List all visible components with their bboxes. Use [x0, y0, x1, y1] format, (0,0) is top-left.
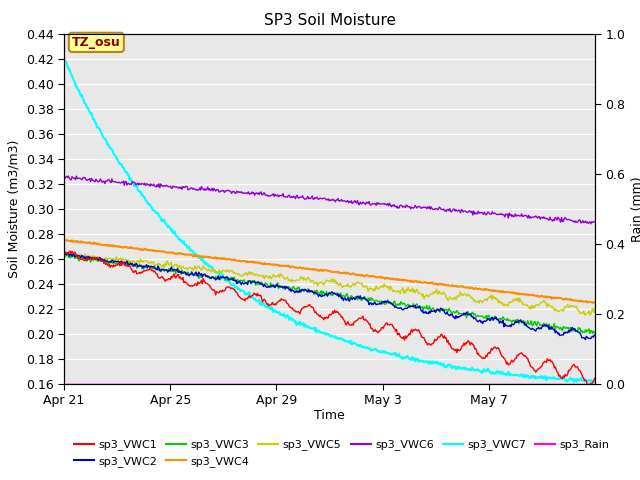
sp3_Rain [154, 381, 162, 387]
sp3_VWC4 [301, 266, 308, 272]
sp3_VWC2 [64, 250, 72, 255]
Legend: sp3_VWC1, sp3_VWC2, sp3_VWC3, sp3_VWC4, sp3_VWC5, sp3_VWC6, sp3_VWC7, sp3_Rain: sp3_VWC1, sp3_VWC2, sp3_VWC3, sp3_VWC4, … [70, 435, 614, 471]
sp3_VWC2 [198, 271, 205, 276]
sp3_VWC2 [374, 301, 382, 307]
sp3_VWC3 [416, 303, 424, 309]
sp3_VWC7 [154, 210, 162, 216]
Line: sp3_VWC7: sp3_VWC7 [64, 58, 595, 382]
Line: sp3_VWC3: sp3_VWC3 [64, 253, 595, 334]
sp3_VWC7 [460, 364, 468, 370]
sp3_VWC4 [154, 248, 162, 254]
sp3_VWC4 [373, 275, 381, 280]
sp3_VWC3 [60, 254, 68, 260]
sp3_VWC6 [416, 204, 424, 210]
sp3_VWC1 [585, 382, 593, 388]
sp3_VWC5 [416, 290, 424, 296]
sp3_Rain [301, 381, 308, 387]
sp3_VWC4 [591, 300, 599, 306]
Y-axis label: Rain (mm): Rain (mm) [631, 176, 640, 241]
sp3_VWC1 [60, 248, 68, 253]
sp3_VWC2 [591, 332, 599, 338]
sp3_VWC1 [415, 327, 422, 333]
sp3_VWC4 [196, 253, 204, 259]
sp3_VWC4 [415, 279, 422, 285]
sp3_VWC6 [591, 218, 599, 224]
sp3_VWC7 [589, 379, 597, 385]
sp3_VWC3 [63, 250, 70, 256]
Y-axis label: Soil Moisture (m3/m3): Soil Moisture (m3/m3) [7, 140, 20, 278]
sp3_VWC3 [461, 311, 468, 317]
sp3_Rain [591, 381, 599, 387]
sp3_VWC7 [373, 348, 381, 354]
sp3_VWC3 [586, 331, 594, 336]
Line: sp3_VWC1: sp3_VWC1 [64, 251, 595, 385]
sp3_VWC6 [374, 201, 382, 207]
sp3_VWC5 [62, 249, 70, 254]
sp3_VWC2 [461, 312, 468, 318]
Line: sp3_VWC6: sp3_VWC6 [64, 176, 595, 224]
sp3_VWC7 [60, 55, 68, 61]
sp3_VWC6 [301, 196, 309, 202]
sp3_VWC1 [301, 304, 308, 310]
sp3_VWC6 [587, 221, 595, 227]
sp3_VWC3 [155, 265, 163, 271]
sp3_VWC7 [591, 378, 599, 384]
sp3_VWC2 [155, 265, 163, 271]
sp3_VWC5 [591, 305, 599, 311]
sp3_VWC5 [155, 260, 163, 266]
Line: sp3_VWC4: sp3_VWC4 [64, 240, 595, 303]
sp3_Rain [196, 381, 204, 387]
sp3_Rain [60, 381, 68, 387]
sp3_VWC7 [196, 256, 204, 262]
sp3_VWC6 [461, 208, 468, 214]
sp3_VWC1 [460, 340, 468, 346]
Line: sp3_VWC2: sp3_VWC2 [64, 252, 595, 340]
sp3_Rain [415, 381, 422, 387]
sp3_VWC6 [155, 181, 163, 187]
sp3_VWC4 [60, 237, 68, 243]
sp3_VWC1 [196, 280, 204, 286]
sp3_VWC7 [301, 324, 308, 329]
sp3_VWC2 [301, 287, 309, 292]
Line: sp3_VWC5: sp3_VWC5 [64, 252, 595, 315]
sp3_VWC3 [374, 299, 382, 305]
sp3_VWC4 [589, 300, 597, 306]
Text: TZ_osu: TZ_osu [72, 36, 121, 49]
sp3_VWC6 [198, 184, 205, 190]
sp3_VWC3 [301, 287, 309, 292]
sp3_VWC6 [60, 174, 68, 180]
sp3_VWC2 [416, 303, 424, 309]
sp3_Rain [373, 381, 381, 387]
sp3_VWC5 [580, 312, 588, 318]
sp3_VWC2 [582, 337, 589, 343]
sp3_VWC3 [591, 330, 599, 336]
sp3_VWC5 [374, 286, 382, 292]
sp3_VWC5 [301, 277, 309, 283]
sp3_VWC5 [60, 252, 68, 258]
sp3_VWC5 [198, 267, 205, 273]
sp3_VWC1 [373, 328, 381, 334]
X-axis label: Time: Time [314, 409, 345, 422]
Title: SP3 Soil Moisture: SP3 Soil Moisture [264, 13, 396, 28]
sp3_VWC1 [591, 375, 599, 381]
sp3_VWC5 [461, 291, 468, 297]
sp3_VWC7 [415, 359, 422, 365]
sp3_VWC1 [154, 274, 162, 280]
sp3_VWC3 [198, 275, 205, 280]
sp3_VWC6 [65, 173, 72, 179]
sp3_VWC4 [460, 284, 468, 290]
sp3_Rain [460, 381, 468, 387]
sp3_VWC2 [60, 252, 68, 257]
